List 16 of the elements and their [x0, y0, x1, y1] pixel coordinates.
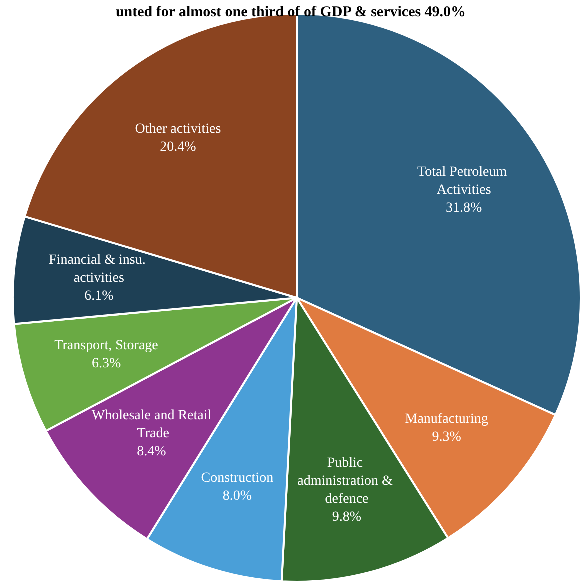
data-label: 9.3%	[432, 430, 462, 446]
slice-label: Construction	[201, 471, 274, 486]
data-label: 31.8%	[446, 200, 482, 216]
data-label: 8.0%	[222, 489, 252, 504]
data-label: 20.4%	[160, 140, 197, 156]
data-label: 8.4%	[137, 444, 167, 460]
data-label: 6.3%	[92, 356, 122, 372]
slice-label: Financial & insu. activities	[49, 252, 150, 286]
slice-label: Wholesale and Retail Trade	[92, 408, 212, 442]
data-label: 9.8%	[332, 510, 362, 525]
slice-label: Transport, Storage	[54, 338, 158, 354]
data-label: 6.1%	[84, 288, 114, 304]
slice-label: Total Petroleum Activities	[418, 164, 511, 198]
slice-label: Other activities	[135, 122, 222, 138]
slice-label: Manufacturing	[405, 412, 488, 428]
slice-label: Public administration & defence	[298, 456, 396, 507]
